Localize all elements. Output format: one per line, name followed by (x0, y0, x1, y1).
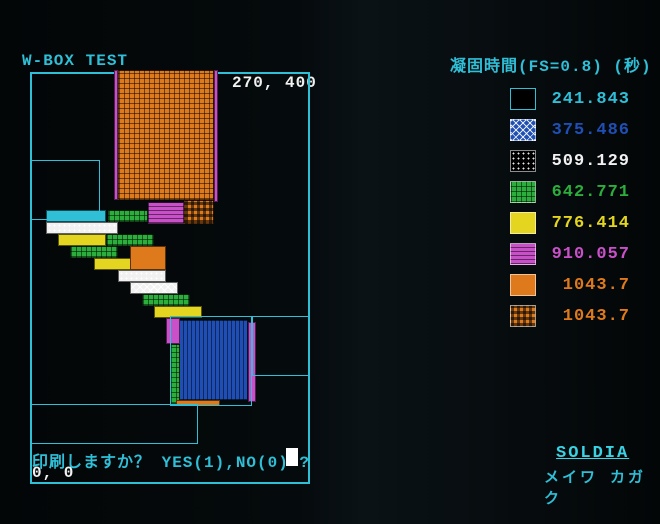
plot-cell (142, 294, 190, 306)
legend-swatch (510, 119, 536, 141)
legend-row: 910.057 (510, 243, 630, 265)
legend-value: 642.771 (546, 183, 630, 202)
stage: { "title": "W-BOX TEST", "coord_label": … (0, 0, 660, 524)
plot-cell (118, 270, 166, 282)
legend: 241.843 375.486 509.129 642.771 776.414 910.0… (510, 88, 630, 327)
plot-cell (184, 200, 214, 224)
legend-value: 509.129 (546, 152, 630, 171)
plot-cell (70, 246, 118, 258)
legend-swatch (510, 150, 536, 172)
plot-subframe (30, 404, 198, 444)
legend-row: 241.843 (510, 88, 630, 110)
legend-value: 1043.7 (546, 276, 630, 295)
legend-value: 910.057 (546, 245, 630, 264)
plot-subframe (30, 160, 100, 220)
brand-sub: メイワ カガク (544, 466, 660, 508)
text-cursor[interactable] (286, 448, 298, 466)
legend-value: 776.414 (546, 214, 630, 233)
plot-cell (114, 70, 118, 200)
legend-value: 241.843 (546, 90, 630, 109)
coord-origin-label: 0, 0 (32, 464, 74, 482)
plot-cell (58, 234, 106, 246)
plot-subframe (252, 316, 310, 376)
legend-row: 375.486 (510, 119, 630, 141)
plot-cell (118, 70, 214, 200)
legend-swatch (510, 181, 536, 203)
plot-cell (214, 70, 218, 202)
legend-swatch (510, 274, 536, 296)
plot-cell (148, 202, 184, 224)
plot-cell (130, 282, 178, 294)
legend-row: 509.129 (510, 150, 630, 172)
legend-row: 642.771 (510, 181, 630, 203)
plot-cell (108, 210, 148, 222)
plot-cell (106, 234, 154, 246)
legend-row: 1043.7 (510, 305, 630, 327)
legend-swatch (510, 243, 536, 265)
legend-title: 凝固時間(FS=0.8) (秒) (450, 52, 652, 76)
legend-row: 1043.7 (510, 274, 630, 296)
legend-value: 375.486 (546, 121, 630, 140)
plot-title: W-BOX TEST (22, 52, 128, 70)
plot-cell (130, 246, 166, 270)
legend-swatch (510, 212, 536, 234)
legend-swatch (510, 305, 536, 327)
plot-cell (46, 222, 118, 234)
legend-value: 1043.7 (546, 307, 630, 326)
brand-main: SOLDIA (556, 444, 629, 463)
legend-swatch (510, 88, 536, 110)
plot-subframe (170, 316, 252, 406)
legend-row: 776.414 (510, 212, 630, 234)
